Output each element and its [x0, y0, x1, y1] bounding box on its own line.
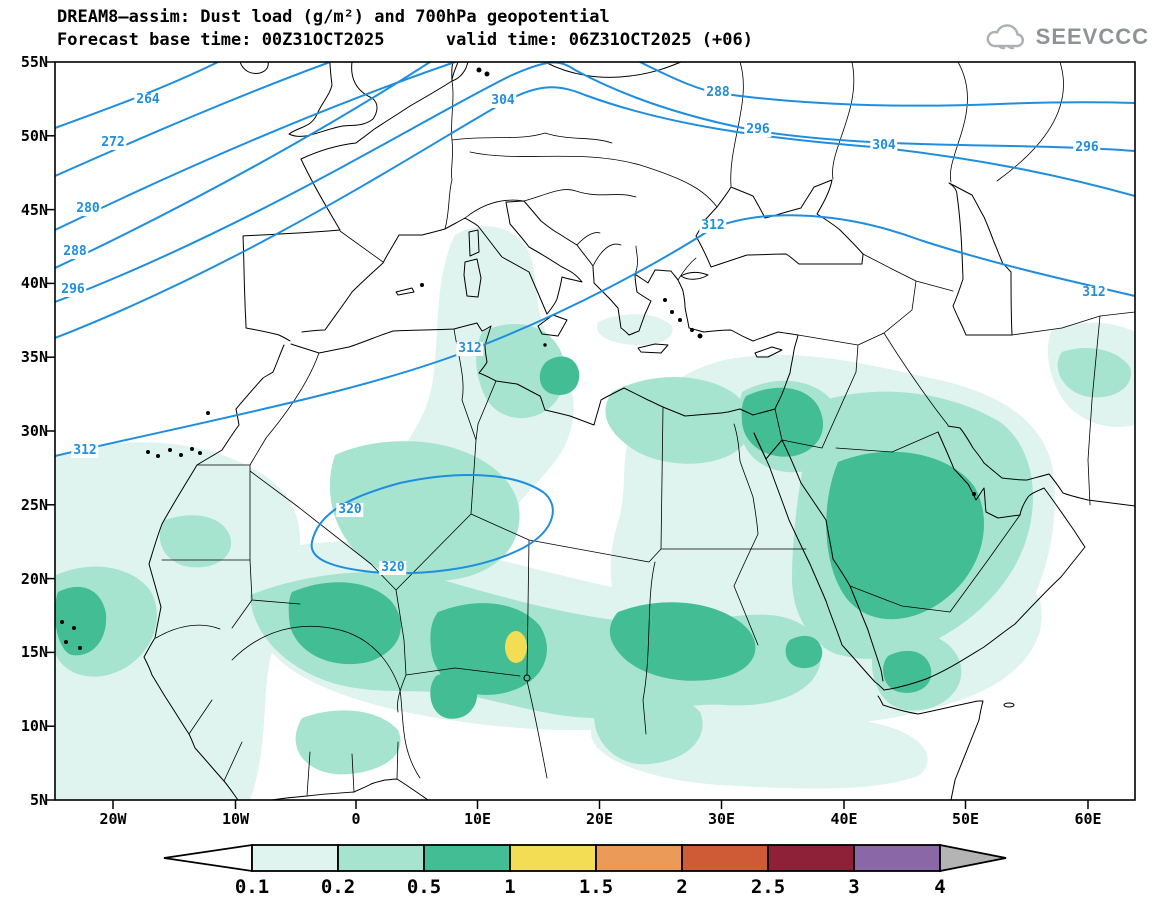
colorbar-segment — [853, 844, 941, 872]
contour-272 — [55, 62, 331, 177]
colorbar-segment — [251, 844, 339, 872]
colorbar-label: 1 — [504, 876, 515, 898]
islands — [60, 67, 1015, 708]
colorbar-label: 2.5 — [751, 876, 785, 898]
dust-load-fills — [55, 226, 1135, 800]
coastlines-and-borders — [60, 62, 1135, 800]
seevccc-logo: SEEVCCC — [983, 22, 1149, 52]
colorbar-right-arrow — [939, 843, 1007, 873]
colorbar-segment — [767, 844, 855, 872]
colorbar-label: 0.2 — [321, 876, 355, 898]
colorbar-label: 0.1 — [235, 876, 269, 898]
colorbar-label: 3 — [848, 876, 859, 898]
contour-296 — [55, 62, 1135, 303]
chart-subtitle: Forecast base time: 00Z31OCT2025 valid t… — [57, 30, 753, 50]
cloud-icon — [986, 24, 1024, 50]
contour-264 — [55, 62, 219, 129]
colorbar-segment — [337, 844, 425, 872]
colorbar-label: 4 — [934, 876, 945, 898]
colorbar-label: 1.5 — [579, 876, 613, 898]
chart-titles: DREAM8—assim: Dust load (g/m²) and 700hP… — [57, 6, 753, 52]
contour-280 — [55, 62, 456, 231]
colorbar-segment — [595, 844, 683, 872]
contour-288-east — [639, 62, 1135, 107]
country-borders — [161, 80, 1135, 797]
colorbar-segment — [681, 844, 769, 872]
axis-tick-marks — [46, 61, 1089, 809]
dust-level-1-maximum — [505, 631, 527, 663]
dust-level-0.5 — [55, 356, 984, 719]
contour-304 — [55, 86, 1135, 339]
colorbar-segment — [423, 844, 511, 872]
contour-320 — [310, 473, 554, 575]
chart-title: DREAM8—assim: Dust load (g/m²) and 700hP… — [57, 7, 610, 27]
colorbar-segment — [509, 844, 597, 872]
contour-288-west — [55, 62, 431, 269]
rivers — [155, 62, 1064, 779]
logo-text: SEEVCCC — [1035, 24, 1149, 49]
colorbar: 0.1 0.2 0.5 1 1.5 2 2.5 3 4 — [163, 843, 1007, 898]
colorbar-label: 0.5 — [407, 876, 441, 898]
contour-312 — [55, 214, 1135, 457]
geopotential-contours — [55, 62, 1135, 575]
colorbar-label: 2 — [676, 876, 687, 898]
colorbar-left-arrow — [163, 843, 253, 873]
